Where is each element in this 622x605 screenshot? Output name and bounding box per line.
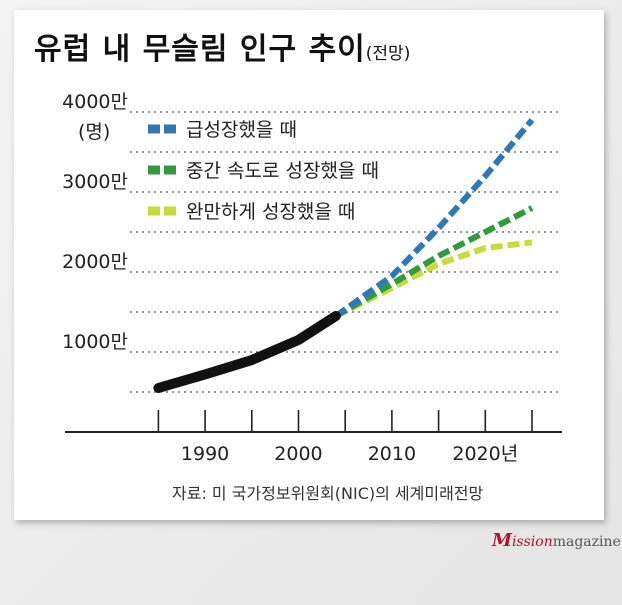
brand-logo-magazine: magazine	[552, 534, 621, 550]
x-tick-label: 2010	[368, 443, 416, 465]
x-tick-label: 2020년	[452, 443, 518, 465]
x-tick-label: 1990	[181, 443, 229, 465]
legend-label: 급성장했을 때	[186, 119, 297, 141]
x-axis-ticks: 1990 2000 2010 2020년	[181, 443, 518, 465]
y-tick-label: 1000만	[62, 331, 128, 353]
chart-title: 유럽 내 무슬림 인구 추이(전망)	[34, 24, 410, 68]
chart-card	[14, 10, 604, 520]
legend-label: 완만하게 성장했을 때	[186, 201, 355, 223]
y-tick-label: 3000만	[62, 171, 128, 193]
historical-line	[153, 311, 341, 393]
x-axis	[65, 410, 562, 433]
brand-logo-ission: ission	[511, 534, 553, 550]
y-axis-ticks: 1000만 2000만 3000만 4000만	[62, 91, 128, 353]
grid	[130, 111, 558, 393]
x-tick-label: 2000	[274, 443, 322, 465]
y-tick-label: 2000만	[62, 251, 128, 273]
legend-label: 중간 속도로 성장했을 때	[186, 160, 379, 182]
chart-title-main: 유럽 내 무슬림 인구 추이	[34, 32, 366, 67]
series-line-1	[334, 118, 535, 319]
y-axis-label: (명)	[78, 121, 110, 143]
chart-title-sub: (전망)	[365, 44, 411, 64]
brand-logo: Missionmagazine	[492, 530, 621, 551]
series-line-3	[334, 239, 533, 319]
series-lines	[153, 118, 535, 393]
y-tick-label: 4000만	[62, 91, 128, 113]
source-note: 자료: 미 국가정보위원회(NIC)의 세계미래전망	[172, 484, 484, 503]
brand-logo-m: M	[492, 530, 512, 551]
series-line-2	[334, 205, 534, 319]
